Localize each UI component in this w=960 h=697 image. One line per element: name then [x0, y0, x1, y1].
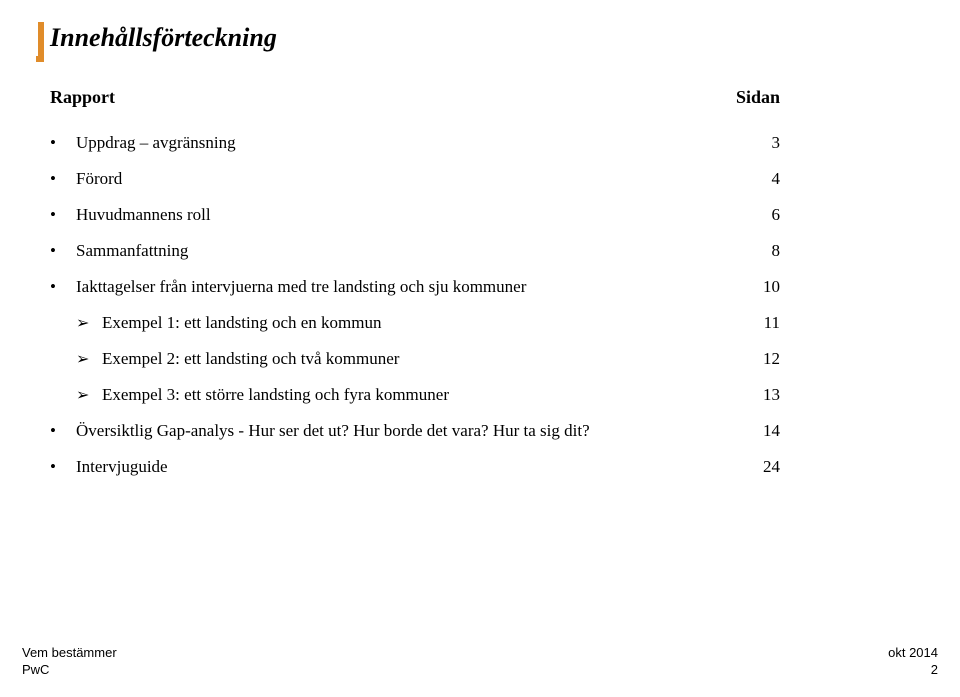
toc-item-left: •Förord	[50, 168, 122, 191]
toc-item-page: 13	[750, 384, 780, 407]
toc-item-left: ➢Exempel 1: ett landsting och en kommun	[50, 312, 382, 335]
toc-item: •Sammanfattning 8	[50, 240, 780, 263]
toc-item-left: •Intervjuguide	[50, 456, 168, 479]
toc-list: •Uppdrag – avgränsning3•Förord4•Huvudman…	[50, 132, 910, 478]
footer-doc-title: Vem bestämmer	[22, 644, 117, 662]
toc-item-label: Uppdrag – avgränsning	[76, 132, 236, 155]
toc-item-label: Exempel 3: ett större landsting och fyra…	[102, 384, 449, 407]
page-container: Innehållsförteckning Rapport Sidan •Uppd…	[0, 0, 960, 697]
dot-bullet-icon: •	[50, 276, 76, 299]
toc-item: ➢Exempel 3: ett större landsting och fyr…	[50, 384, 780, 407]
footer-date: okt 2014	[888, 644, 938, 662]
toc-item-page: 8	[750, 240, 780, 263]
toc-item-left: •Sammanfattning	[50, 240, 188, 263]
toc-item-label: Exempel 2: ett landsting och två kommune…	[102, 348, 399, 371]
toc-item-page: 4	[750, 168, 780, 191]
dot-bullet-icon: •	[50, 456, 76, 479]
toc-item-label: Förord	[76, 168, 122, 191]
arrow-bullet-icon: ➢	[76, 385, 102, 407]
toc-header-row: Rapport Sidan	[50, 87, 910, 108]
toc-item-page: 11	[750, 312, 780, 335]
toc-item: •Huvudmannens roll 6	[50, 204, 780, 227]
dot-bullet-icon: •	[50, 420, 76, 443]
page-title: Innehållsförteckning	[50, 22, 910, 53]
toc-item-left: •Uppdrag – avgränsning	[50, 132, 236, 155]
footer-right: okt 2014 2	[888, 644, 938, 679]
toc-item-label: Iakttagelser från intervjuerna med tre l…	[76, 276, 526, 299]
accent-corner	[36, 22, 44, 62]
footer-left: Vem bestämmer PwC	[22, 644, 117, 679]
toc-item: •Översiktlig Gap-analys - Hur ser det ut…	[50, 420, 780, 443]
toc-item-label: Översiktlig Gap-analys - Hur ser det ut?…	[76, 420, 590, 443]
toc-item-page: 10	[750, 276, 780, 299]
footer-org: PwC	[22, 661, 117, 679]
dot-bullet-icon: •	[50, 240, 76, 263]
toc-item-page: 12	[750, 348, 780, 371]
toc-item-left: •Iakttagelser från intervjuerna med tre …	[50, 276, 526, 299]
dot-bullet-icon: •	[50, 132, 76, 155]
toc-item: •Förord 4	[50, 168, 780, 191]
dot-bullet-icon: •	[50, 168, 76, 191]
toc-item-page: 3	[750, 132, 780, 155]
arrow-bullet-icon: ➢	[76, 313, 102, 335]
toc-item-label: Huvudmannens roll	[76, 204, 211, 227]
toc-item-left: ➢Exempel 2: ett landsting och två kommun…	[50, 348, 399, 371]
footer-page-number: 2	[888, 661, 938, 679]
toc-item-page: 14	[750, 420, 780, 443]
toc-item-label: Intervjuguide	[76, 456, 168, 479]
page-footer: Vem bestämmer PwC okt 2014 2	[22, 644, 938, 679]
dot-bullet-icon: •	[50, 204, 76, 227]
toc-item-page: 24	[750, 456, 780, 479]
toc-item: •Intervjuguide 24	[50, 456, 780, 479]
toc-item: •Uppdrag – avgränsning 3	[50, 132, 780, 155]
toc-item: ➢Exempel 1: ett landsting och en kommun 1…	[50, 312, 780, 335]
toc-item-left: ➢Exempel 3: ett större landsting och fyr…	[50, 384, 449, 407]
toc-header-left: Rapport	[50, 87, 115, 108]
arrow-bullet-icon: ➢	[76, 349, 102, 371]
toc-item-page: 6	[750, 204, 780, 227]
toc-item-left: •Översiktlig Gap-analys - Hur ser det ut…	[50, 420, 590, 443]
toc-item-label: Exempel 1: ett landsting och en kommun	[102, 312, 382, 335]
toc-header-right: Sidan	[736, 87, 780, 108]
toc-item-left: •Huvudmannens roll	[50, 204, 211, 227]
title-wrap: Innehållsförteckning	[50, 22, 910, 53]
toc-item: •Iakttagelser från intervjuerna med tre …	[50, 276, 780, 299]
toc-item: ➢Exempel 2: ett landsting och två kommun…	[50, 348, 780, 371]
toc-item-label: Sammanfattning	[76, 240, 188, 263]
